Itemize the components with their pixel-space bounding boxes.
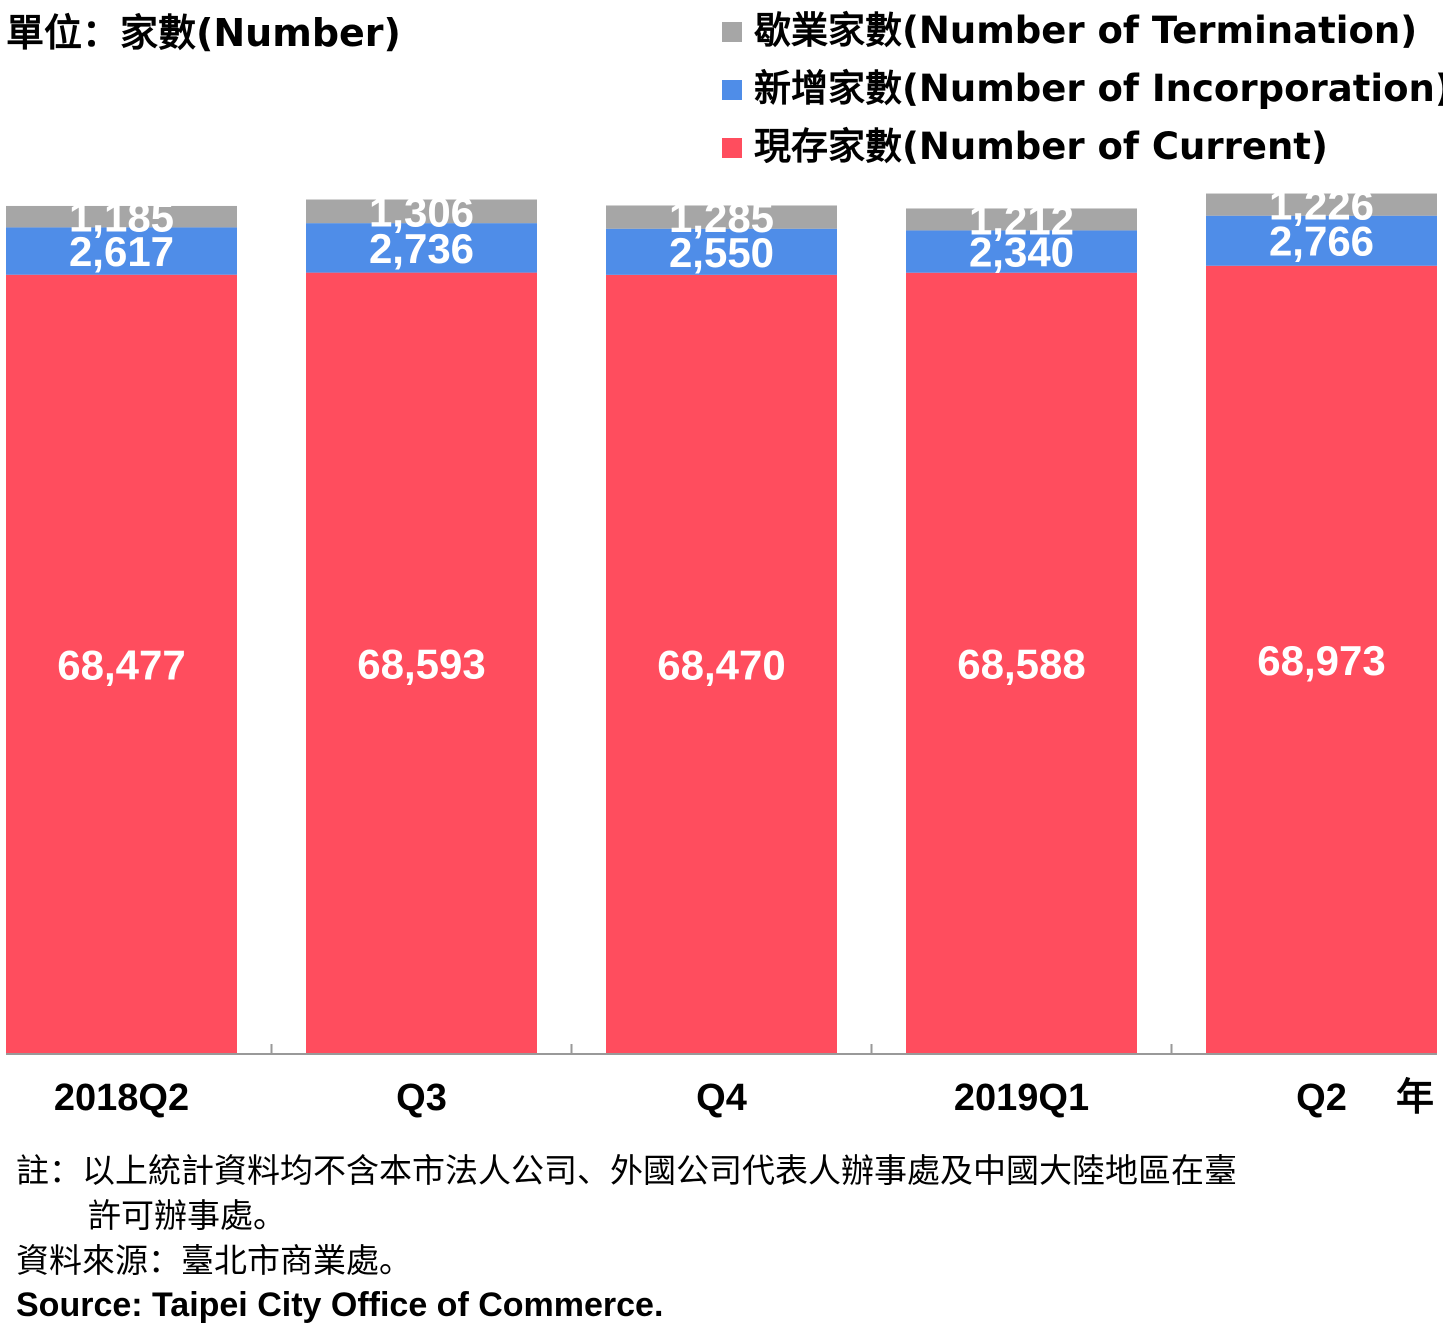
x-axis-unit-label: 年 [1396, 1077, 1434, 1119]
x-tick-label-3: 2019Q1 [954, 1077, 1089, 1119]
bar-incorporation-3 [906, 230, 1137, 273]
value-label-incorporation-0: 2,617 [69, 228, 174, 275]
bar-incorporation-1 [306, 223, 537, 273]
value-label-current-3: 68,588 [957, 640, 1085, 687]
value-label-current-2: 68,470 [657, 641, 785, 688]
value-label-current-0: 68,477 [57, 641, 185, 688]
bar-incorporation-0 [6, 227, 237, 275]
bar-current-1 [306, 272, 537, 1054]
legend-label-current: 現存家數(Number of Current) [754, 125, 1328, 168]
legend-label-termination: 歇業家數(Number of Termination) [754, 9, 1418, 52]
value-label-termination-2: 1,285 [669, 194, 774, 241]
footnote-line-2: 許可辦事處。 [88, 1196, 286, 1235]
bar-termination-0 [6, 205, 237, 228]
bar-current-2 [606, 274, 837, 1054]
value-label-incorporation-3: 2,340 [969, 229, 1074, 276]
value-label-termination-3: 1,212 [969, 196, 1074, 243]
x-axis-labels: 2018Q2 Q3 Q4 2019Q1 Q2 [54, 1077, 1347, 1119]
bar-termination-2 [606, 205, 837, 229]
legend-swatch-incorporation [722, 80, 742, 100]
bar-current-0 [6, 274, 237, 1054]
footnote-line-1: 註：以上統計資料均不含本市法人公司、外國公司代表人辦事處及中國大陸地區在臺 [16, 1151, 1237, 1190]
source-zh: 資料來源：臺北市商業處。 [16, 1241, 412, 1280]
legend-swatch-termination [722, 22, 742, 42]
value-label-incorporation-2: 2,550 [669, 229, 774, 276]
value-label-termination-1: 1,306 [369, 188, 474, 235]
value-label-incorporation-4: 2,766 [1269, 218, 1374, 265]
bar-incorporation-2 [606, 228, 837, 275]
bar-termination-4 [1206, 193, 1437, 216]
legend-swatch-current [722, 138, 742, 158]
x-tick-label-1: Q3 [396, 1077, 447, 1119]
bar-termination-1 [306, 199, 537, 224]
x-tick-label-0: 2018Q2 [54, 1077, 189, 1119]
bar-incorporation-4 [1206, 215, 1437, 266]
x-tick-label-2: Q4 [696, 1077, 747, 1119]
bar-current-3 [906, 272, 1137, 1054]
bar-termination-3 [906, 208, 1137, 231]
legend-label-incorporation: 新增家數(Number of Incorporation) [754, 67, 1443, 110]
value-label-termination-4: 1,226 [1269, 182, 1374, 229]
value-label-incorporation-1: 2,736 [369, 225, 474, 272]
value-label-current-1: 68,593 [357, 640, 485, 687]
value-label-termination-0: 1,185 [69, 194, 174, 241]
bar-current-4 [1206, 265, 1437, 1055]
x-axis-ticks [270, 1044, 1173, 1054]
source-en: Source: Taipei City Office of Commerce. [16, 1286, 664, 1324]
x-tick-label-4: Q2 [1296, 1077, 1347, 1119]
footnotes: 註：以上統計資料均不含本市法人公司、外國公司代表人辦事處及中國大陸地區在臺 許可… [16, 1148, 1237, 1328]
value-label-current-4: 68,973 [1257, 637, 1385, 684]
unit-label: 單位：家數(Number) [6, 11, 401, 55]
